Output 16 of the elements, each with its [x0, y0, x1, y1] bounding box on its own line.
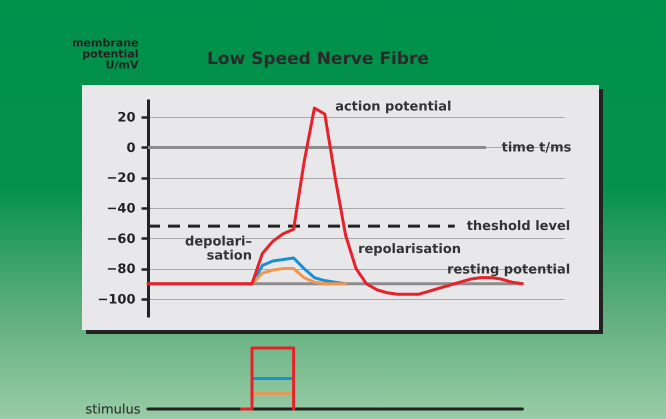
ref-line-label: time t/ms — [502, 140, 572, 156]
annotation: depolari– sation — [185, 234, 252, 264]
y-tick-label: −100 — [97, 292, 136, 308]
y-axis-title: stimulus — [85, 402, 141, 418]
y-tick-label: 20 — [117, 110, 136, 126]
y-tick-label: −40 — [106, 202, 136, 216]
y-tick-label: −80 — [106, 262, 136, 278]
ref-line-label: resting potential — [447, 262, 570, 278]
annotation: repolarisation — [358, 242, 462, 257]
y-tick-label: −20 — [106, 171, 136, 186]
y-tick-label: 0 — [126, 140, 136, 156]
y-axis-title: membrane potential U/mV — [72, 36, 139, 72]
annotation: action potential — [335, 100, 452, 115]
y-tick-label: −60 — [106, 232, 136, 247]
ref-line-label: theshold level — [466, 219, 570, 234]
chart-title: Low Speed Nerve Fibre — [207, 49, 429, 69]
